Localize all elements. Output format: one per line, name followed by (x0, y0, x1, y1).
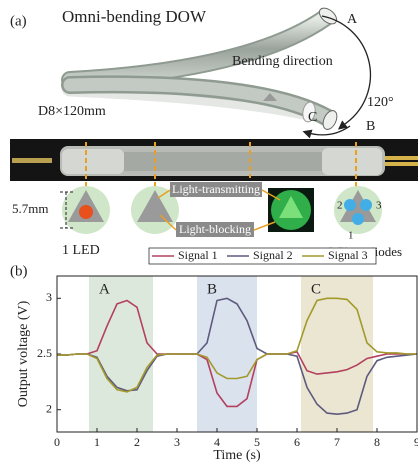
region-label: B (207, 281, 217, 297)
x-tick-label: 9 (414, 435, 418, 449)
label-b: B (366, 119, 375, 134)
legend-label: Signal 1 (178, 248, 218, 262)
diagram-title: Omni-bending DOW (62, 7, 207, 26)
bending-label: Bending direction (232, 54, 333, 69)
pd-label: 3 (376, 200, 382, 212)
region (301, 276, 373, 432)
size-label: D8×120mm (38, 104, 106, 119)
x-tick-label: 3 (174, 435, 180, 449)
blocking-label: Light-blocking (179, 222, 251, 236)
region-label: A (99, 281, 110, 297)
y-tick-label: 2 (46, 401, 52, 415)
legend-label: Signal 3 (328, 248, 368, 262)
x-tick-label: 7 (334, 435, 340, 449)
pd-label: 2 (337, 200, 343, 212)
y-axis-label: Output voltage (V) (16, 300, 31, 407)
x-tick-label: 6 (294, 435, 300, 449)
legend-label: Signal 2 (253, 248, 293, 262)
x-tick-label: 5 (254, 435, 260, 449)
region-label: C (311, 281, 321, 297)
y-tick-label: 2.5 (37, 346, 52, 360)
pd-label: 1 (348, 230, 354, 242)
panel-label: (b) (10, 263, 28, 279)
label-a: A (347, 12, 358, 27)
chart: A B C 0 1 2 3 4 5 6 7 8 9 2 2.5 3 Time (s) Output voltage… (16, 248, 418, 463)
x-tick-label: 1 (94, 435, 100, 449)
panel-label: (a) (10, 13, 27, 29)
region (197, 276, 257, 432)
region (89, 276, 153, 432)
transmitting-label: Light-transmitting (172, 182, 260, 196)
x-tick-label: 8 (374, 435, 380, 449)
x-axis-label: Time (s) (213, 448, 261, 463)
x-tick-label: 0 (54, 435, 60, 449)
led-label: 1 LED (62, 243, 100, 258)
angle-label: 120° (367, 95, 394, 110)
y-tick-label: 3 (46, 290, 52, 304)
figure: (a) Omni-bending DOW A Bending direction… (0, 0, 418, 466)
diameter-label: 5.7mm (12, 201, 48, 216)
label-c: C (308, 110, 317, 125)
x-tick-label: 2 (134, 435, 140, 449)
x-tick-label: 4 (214, 435, 220, 449)
